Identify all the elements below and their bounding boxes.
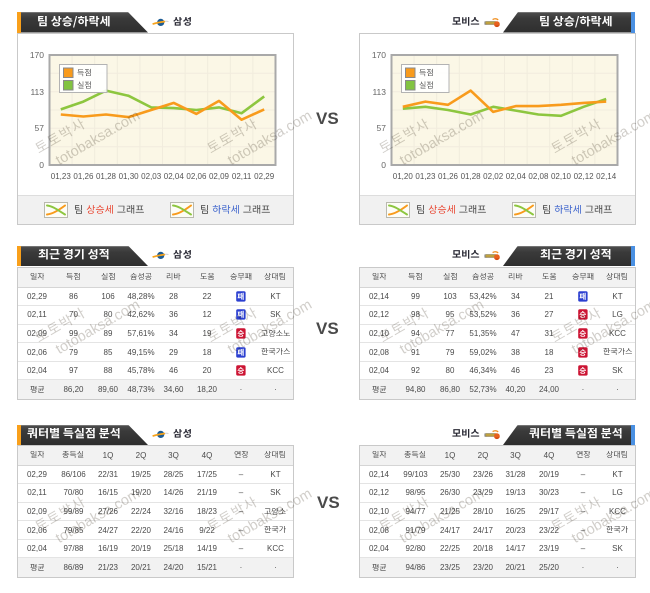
svg-text:02,11: 02,11	[232, 172, 252, 181]
svg-text:113: 113	[30, 87, 44, 97]
svg-text:0: 0	[39, 160, 44, 170]
svg-text:170: 170	[372, 50, 386, 60]
svg-text:01,23: 01,23	[415, 172, 436, 181]
svg-text:02,02: 02,02	[483, 172, 504, 181]
svg-text:01,28: 01,28	[96, 172, 117, 181]
svg-text:02,06: 02,06	[186, 172, 207, 181]
svg-text:113: 113	[372, 87, 386, 97]
svg-text:02,12: 02,12	[574, 172, 595, 181]
svg-text:57: 57	[35, 123, 45, 133]
svg-text:02,03: 02,03	[141, 172, 162, 181]
svg-text:01,28: 01,28	[461, 172, 482, 181]
svg-text:01,26: 01,26	[438, 172, 459, 181]
svg-text:01,26: 01,26	[73, 172, 94, 181]
svg-text:02,08: 02,08	[528, 172, 549, 181]
svg-text:01,30: 01,30	[119, 172, 140, 181]
svg-text:01,20: 01,20	[393, 172, 414, 181]
svg-text:02,14: 02,14	[596, 172, 617, 181]
svg-text:170: 170	[30, 50, 44, 60]
svg-text:01,23: 01,23	[51, 172, 72, 181]
svg-text:02,09: 02,09	[209, 172, 230, 181]
svg-text:02,04: 02,04	[506, 172, 527, 181]
svg-text:0: 0	[381, 160, 386, 170]
svg-text:02,10: 02,10	[551, 172, 572, 181]
svg-text:57: 57	[377, 123, 387, 133]
svg-text:02,29: 02,29	[254, 172, 275, 181]
svg-text:02,04: 02,04	[164, 172, 185, 181]
